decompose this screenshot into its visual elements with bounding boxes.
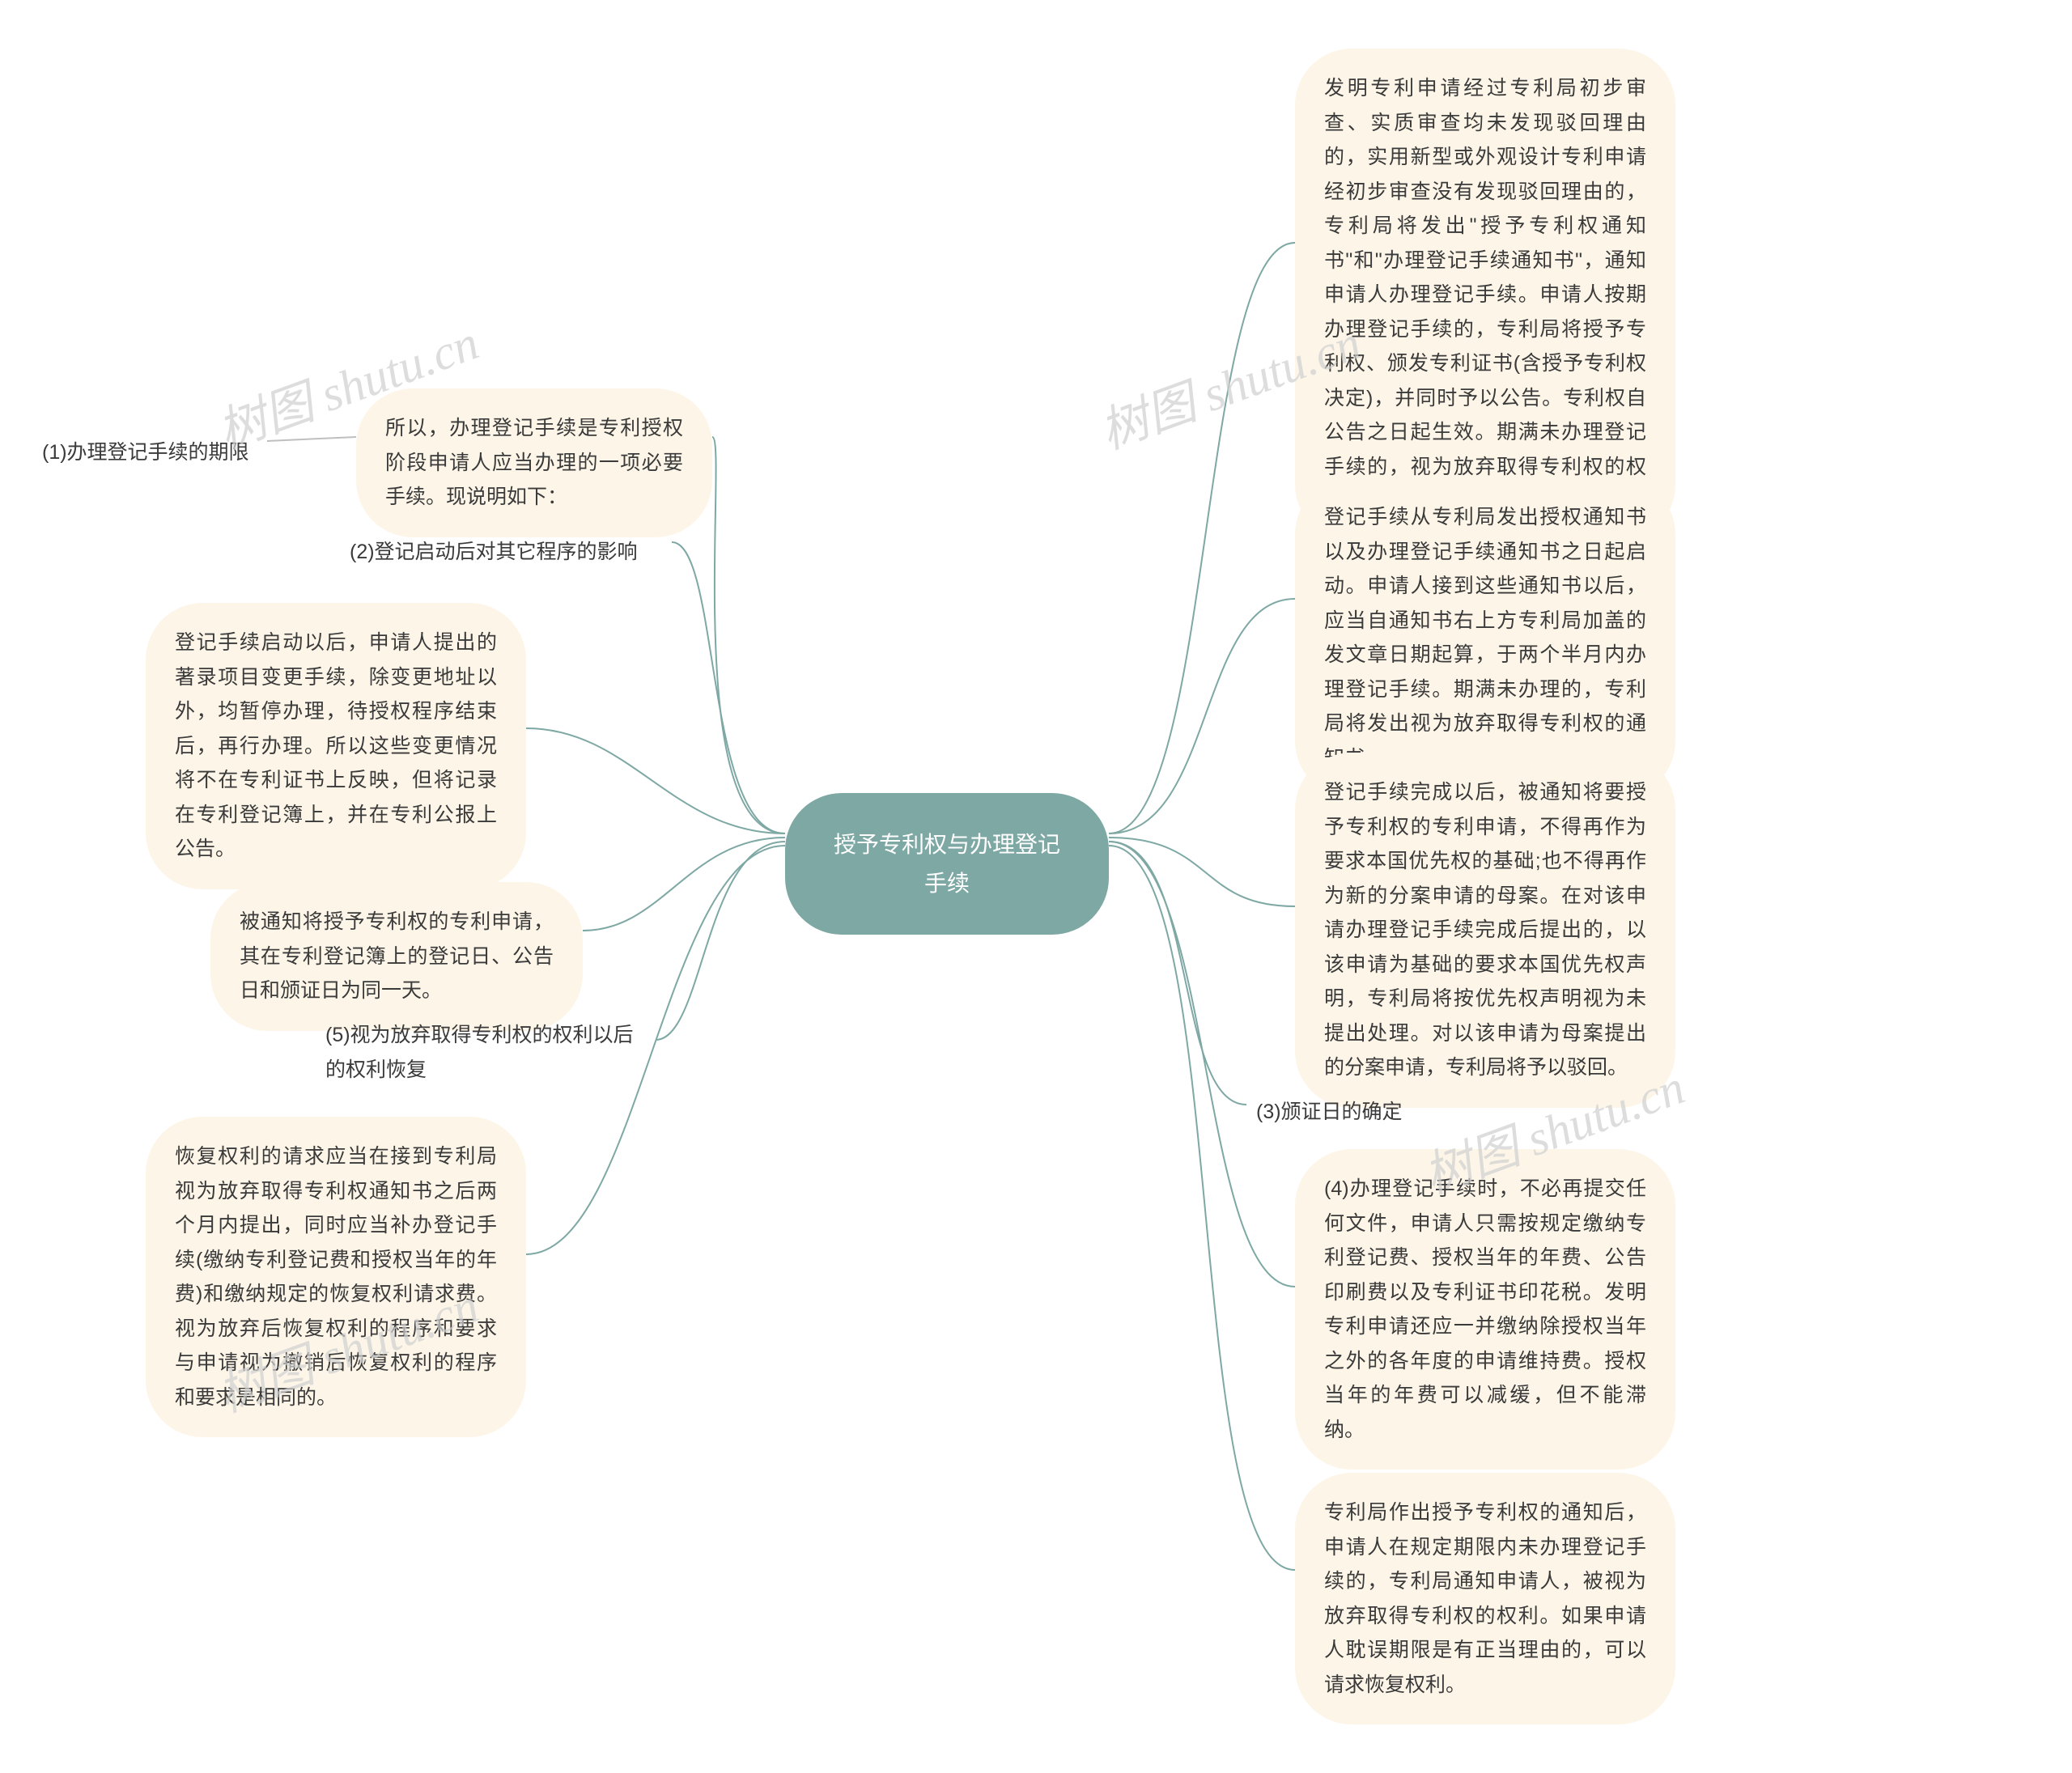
node-r1: 发明专利申请经过专利局初步审查、实质审查均未发现驳回理由的，实用新型或外观设计专… — [1295, 49, 1675, 541]
node-r3: 登记手续完成以后，被通知将要授予专利权的专利申请，不得再作为要求本国优先权的基础… — [1295, 753, 1675, 1108]
node-r1-text: 发明专利申请经过专利局初步审查、实质审查均未发现驳回理由的，实用新型或外观设计专… — [1324, 77, 1646, 512]
node-l3-text: 登记手续启动以后，申请人提出的著录项目变更手续，除变更地址以外，均暂停办理，待授… — [175, 631, 497, 860]
node-r4: (3)颁证日的确定 — [1246, 1088, 1412, 1136]
node-r6-text: 专利局作出授予专利权的通知后，申请人在规定期限内未办理登记手续的，专利局通知申请… — [1324, 1501, 1646, 1696]
node-r3-text: 登记手续完成以后，被通知将要授予专利权的专利申请，不得再作为要求本国优先权的基础… — [1324, 781, 1646, 1079]
node-l4-text: 被通知将授予专利权的专利申请，其在专利登记簿上的登记日、公告日和颁证日为同一天。 — [240, 910, 554, 1002]
node-r6: 专利局作出授予专利权的通知后，申请人在规定期限内未办理登记手续的，专利局通知申请… — [1295, 1473, 1675, 1724]
mindmap-canvas: 授予专利权与办理登记手续 发明专利申请经过专利局初步审查、实质审查均未发现驳回理… — [0, 0, 2072, 1773]
node-l1: 所以，办理登记手续是专利授权阶段申请人应当办理的一项必要手续。现说明如下： — [356, 388, 712, 537]
center-text: 授予专利权与办理登记手续 — [834, 832, 1060, 896]
node-l6-text: 恢复权利的请求应当在接到专利局视为放弃取得专利权通知书之后两个月内提出，同时应当… — [175, 1145, 497, 1409]
node-r2: 登记手续从专利局发出授权通知书以及办理登记手续通知书之日起启动。申请人接到这些通… — [1295, 477, 1675, 798]
node-l1-text: 所以，办理登记手续是专利授权阶段申请人应当办理的一项必要手续。现说明如下： — [385, 417, 683, 508]
center-node: 授予专利权与办理登记手续 — [785, 793, 1109, 935]
node-l3: 登记手续启动以后，申请人提出的著录项目变更手续，除变更地址以外，均暂停办理，待授… — [146, 603, 526, 889]
node-l5-text: (5)视为放弃取得专利权的权利以后的权利恢复 — [325, 1024, 634, 1081]
node-l6: 恢复权利的请求应当在接到专利局视为放弃取得专利权通知书之后两个月内提出，同时应当… — [146, 1117, 526, 1437]
node-l5: (5)视为放弃取得专利权的权利以后的权利恢复 — [316, 1012, 656, 1093]
node-r4-text: (3)颁证日的确定 — [1256, 1101, 1403, 1123]
node-l1sub: (1)办理登记手续的期限 — [32, 429, 259, 477]
node-l2-text: (2)登记启动后对其它程序的影响 — [350, 541, 638, 563]
node-r5: (4)办理登记手续时，不必再提交任何文件，申请人只需按规定缴纳专利登记费、授权当… — [1295, 1149, 1675, 1470]
node-l2: (2)登记启动后对其它程序的影响 — [340, 528, 648, 576]
node-r5-text: (4)办理登记手续时，不必再提交任何文件，申请人只需按规定缴纳专利登记费、授权当… — [1324, 1177, 1646, 1441]
node-r2-text: 登记手续从专利局发出授权通知书以及办理登记手续通知书之日起启动。申请人接到这些通… — [1324, 506, 1646, 770]
node-l4: 被通知将授予专利权的专利申请，其在专利登记簿上的登记日、公告日和颁证日为同一天。 — [210, 882, 583, 1031]
node-l1sub-text: (1)办理登记手续的期限 — [42, 441, 249, 464]
